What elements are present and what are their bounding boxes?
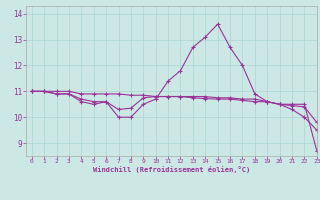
X-axis label: Windchill (Refroidissement éolien,°C): Windchill (Refroidissement éolien,°C) (92, 166, 250, 173)
